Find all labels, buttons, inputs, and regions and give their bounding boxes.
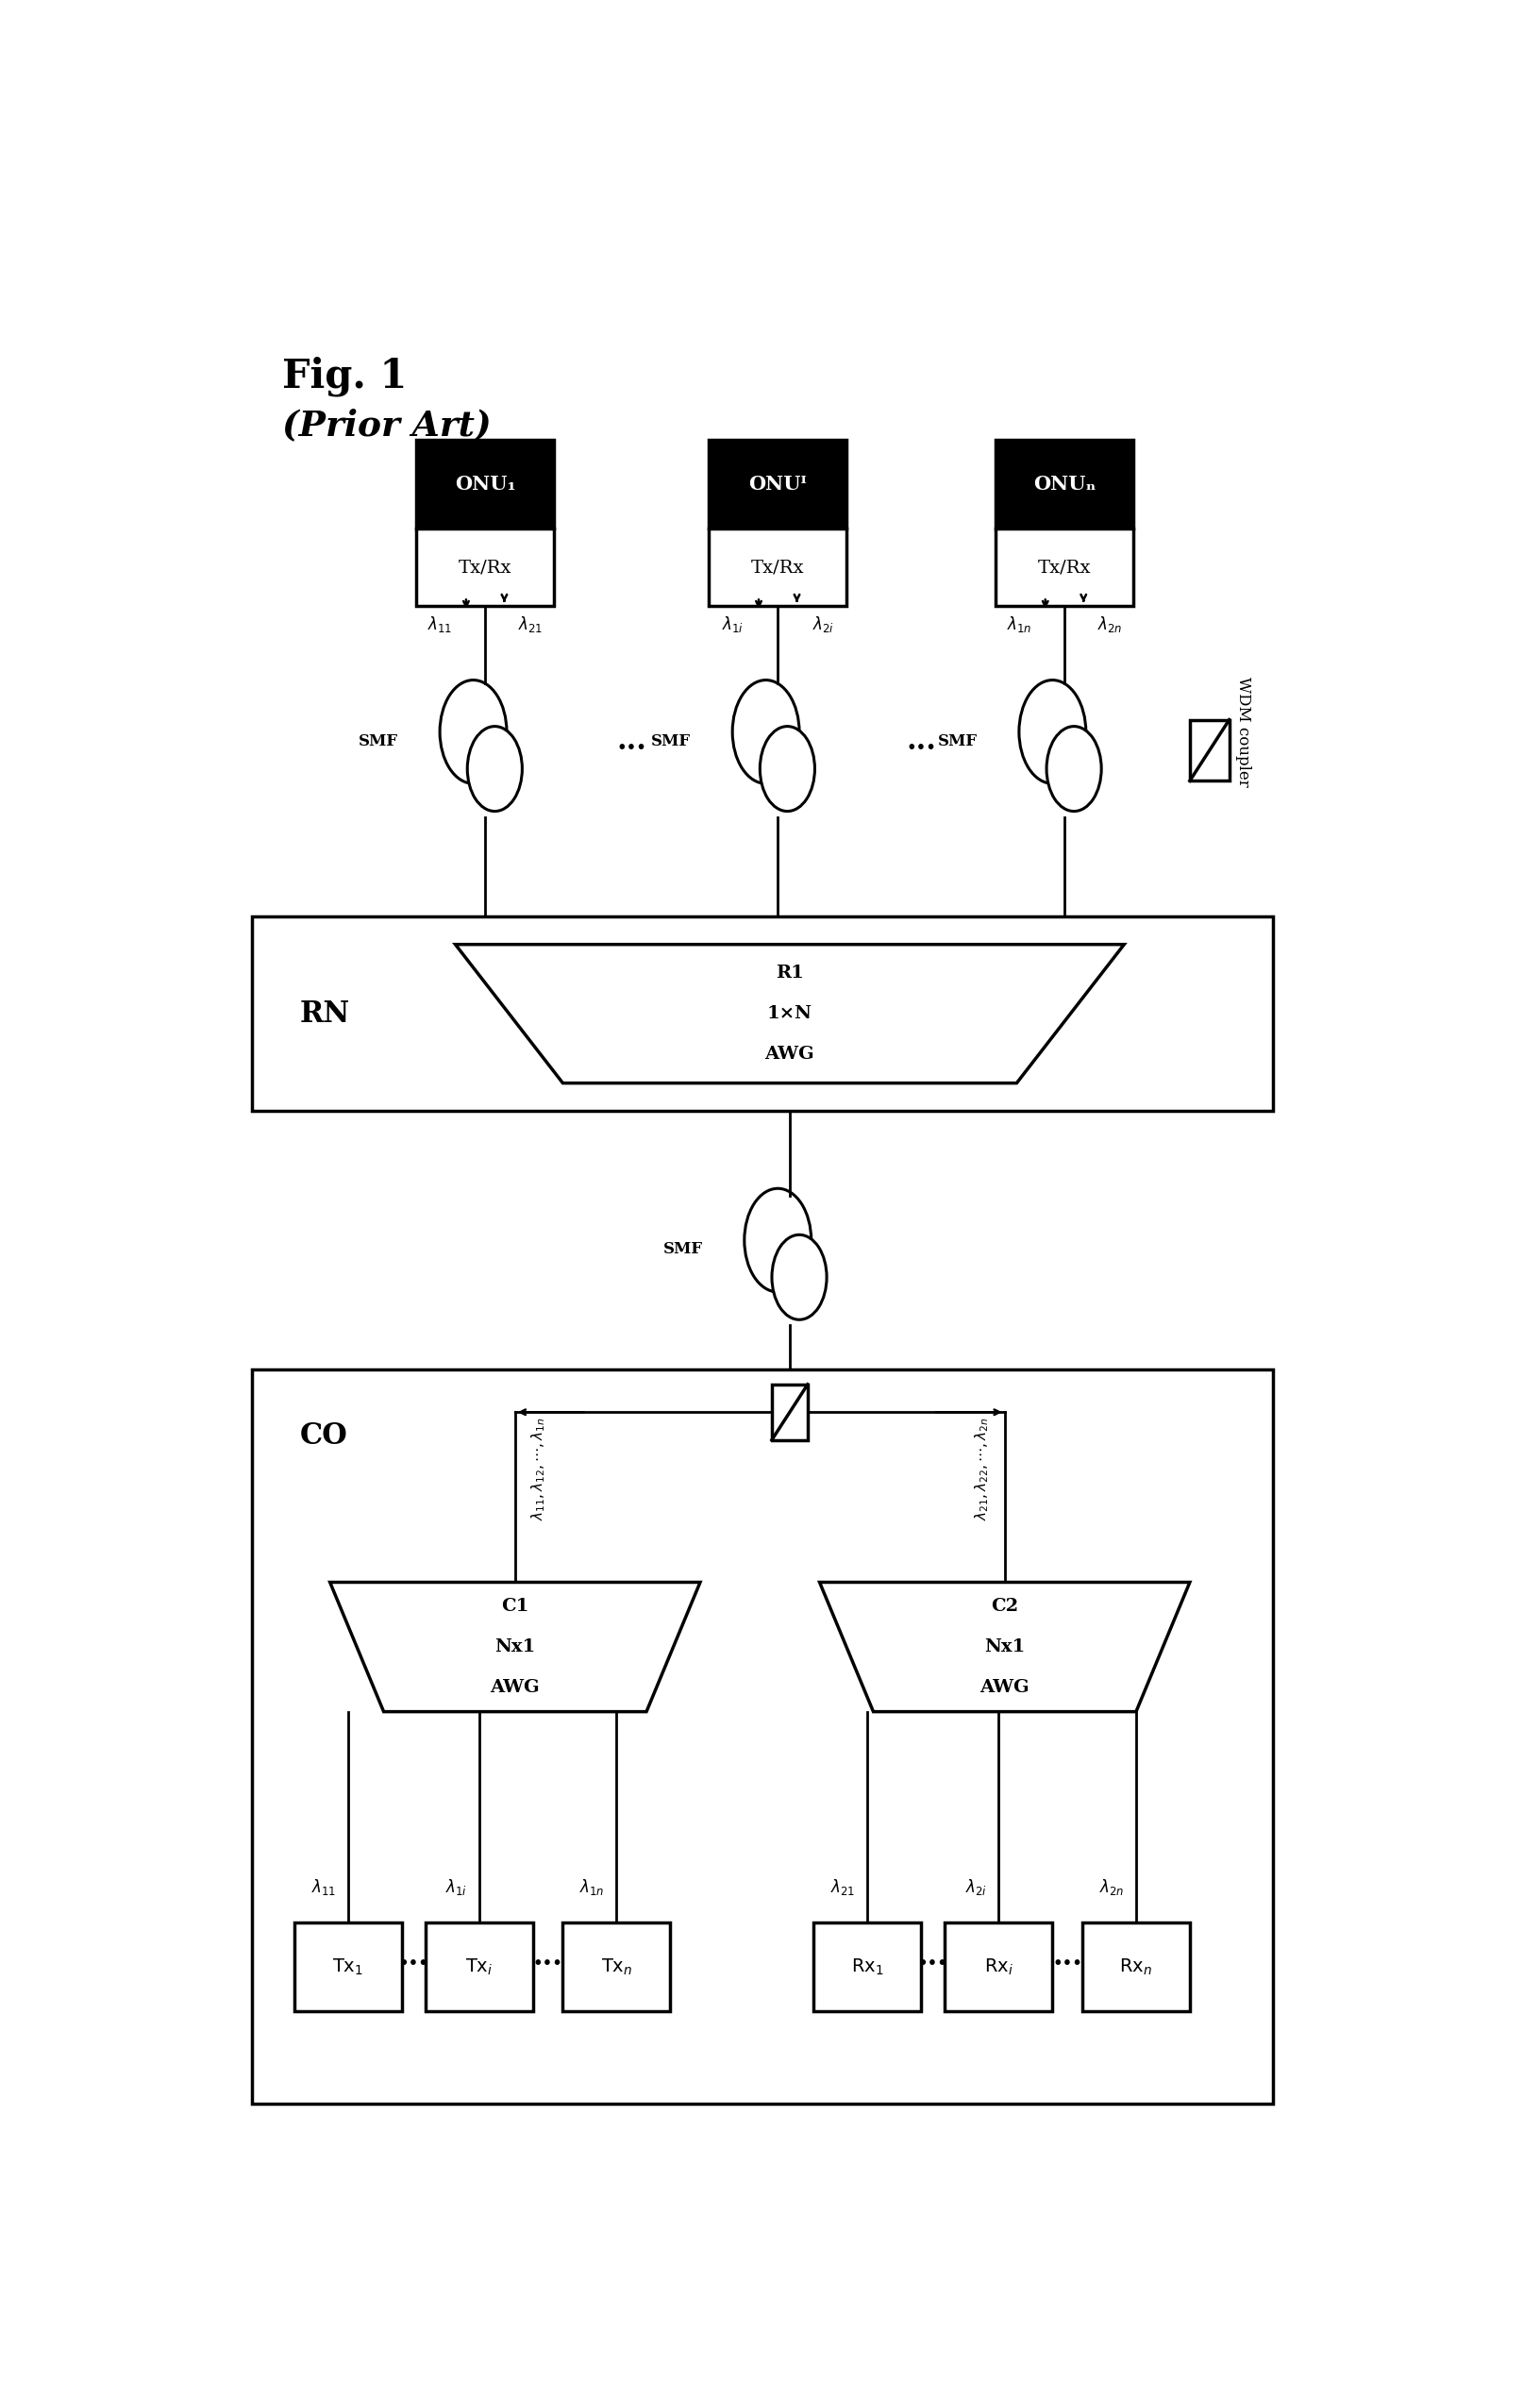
Text: C1: C1 <box>500 1597 528 1616</box>
Text: C2: C2 <box>990 1597 1018 1616</box>
Text: $\mathrm{Tx}_1$: $\mathrm{Tx}_1$ <box>333 1957 363 1976</box>
Text: (Prior Art): (Prior Art) <box>282 408 491 444</box>
Bar <box>416 528 553 605</box>
Text: $\lambda_{1i}$: $\lambda_{1i}$ <box>721 615 742 634</box>
Bar <box>294 1923 402 2012</box>
Text: RN: RN <box>300 999 350 1028</box>
Text: $\mathrm{Rx}_i$: $\mathrm{Rx}_i$ <box>984 1957 1013 1976</box>
Text: $\lambda_{11},\lambda_{12},\cdots,\lambda_{1n}$: $\lambda_{11},\lambda_{12},\cdots,\lambd… <box>530 1417 547 1520</box>
Text: SMF: SMF <box>359 732 397 749</box>
Bar <box>416 439 553 528</box>
Text: Tx/Rx: Tx/Rx <box>750 559 804 576</box>
Bar <box>995 528 1132 605</box>
Bar <box>708 439 845 528</box>
Circle shape <box>1046 728 1101 812</box>
Text: ...: ... <box>918 1942 947 1971</box>
Bar <box>813 1923 921 2012</box>
Text: $\lambda_{2n}$: $\lambda_{2n}$ <box>1098 1878 1124 1897</box>
Text: AWG: AWG <box>490 1678 539 1695</box>
Text: $\lambda_{21}$: $\lambda_{21}$ <box>517 615 542 634</box>
Polygon shape <box>456 944 1124 1083</box>
Text: ...: ... <box>533 1942 562 1971</box>
Text: ...: ... <box>399 1942 428 1971</box>
Text: ...: ... <box>1052 1942 1081 1971</box>
Circle shape <box>759 728 815 812</box>
Text: ONUᴵ: ONUᴵ <box>748 475 807 495</box>
Text: $\mathrm{Tx}_n$: $\mathrm{Tx}_n$ <box>601 1957 631 1976</box>
Text: $\lambda_{11}$: $\lambda_{11}$ <box>311 1878 336 1897</box>
Text: $\lambda_{1i}$: $\lambda_{1i}$ <box>445 1878 467 1897</box>
Bar <box>1081 1923 1189 2012</box>
Text: SMF: SMF <box>650 732 690 749</box>
Text: Nx1: Nx1 <box>984 1637 1024 1654</box>
Circle shape <box>744 1188 810 1292</box>
Bar <box>425 1923 533 2012</box>
Text: CO: CO <box>300 1421 348 1450</box>
Text: $\lambda_{2i}$: $\lambda_{2i}$ <box>812 615 833 634</box>
Text: Tx/Rx: Tx/Rx <box>459 559 511 576</box>
Text: $\mathrm{Tx}_i$: $\mathrm{Tx}_i$ <box>465 1957 493 1976</box>
Bar <box>253 1369 1272 2103</box>
Text: $\mathrm{Rx}_1$: $\mathrm{Rx}_1$ <box>850 1957 882 1976</box>
Text: ONUₙ: ONUₙ <box>1032 475 1095 495</box>
Bar <box>995 439 1132 528</box>
Text: AWG: AWG <box>979 1678 1029 1695</box>
Bar <box>772 1385 807 1441</box>
Bar <box>253 917 1272 1112</box>
Text: $\lambda_{11}$: $\lambda_{11}$ <box>427 615 451 634</box>
Text: ONU₁: ONU₁ <box>454 475 516 495</box>
Text: WDM coupler: WDM coupler <box>1235 677 1250 788</box>
Text: ...: ... <box>616 728 647 756</box>
Circle shape <box>1018 679 1086 783</box>
Text: $\lambda_{21},\lambda_{22},\cdots,\lambda_{2n}$: $\lambda_{21},\lambda_{22},\cdots,\lambd… <box>972 1417 990 1520</box>
Text: Tx/Rx: Tx/Rx <box>1036 559 1090 576</box>
Text: $\lambda_{2i}$: $\lambda_{2i}$ <box>964 1878 986 1897</box>
Bar <box>944 1923 1052 2012</box>
Text: AWG: AWG <box>764 1047 815 1064</box>
Text: Nx1: Nx1 <box>494 1637 534 1654</box>
Text: 1×N: 1×N <box>767 1006 812 1023</box>
Text: $\lambda_{1n}$: $\lambda_{1n}$ <box>579 1878 604 1897</box>
Polygon shape <box>330 1582 699 1712</box>
Text: $\mathrm{Rx}_n$: $\mathrm{Rx}_n$ <box>1120 1957 1152 1976</box>
Text: SMF: SMF <box>662 1241 702 1258</box>
Text: $\lambda_{1n}$: $\lambda_{1n}$ <box>1006 615 1030 634</box>
Bar <box>562 1923 670 2012</box>
Circle shape <box>467 728 522 812</box>
Text: R1: R1 <box>775 965 804 982</box>
Text: $\lambda_{21}$: $\lambda_{21}$ <box>830 1878 855 1897</box>
Circle shape <box>731 679 799 783</box>
Text: Fig. 1: Fig. 1 <box>282 355 407 396</box>
Text: SMF: SMF <box>936 732 976 749</box>
Text: $\lambda_{2n}$: $\lambda_{2n}$ <box>1096 615 1121 634</box>
Circle shape <box>439 679 507 783</box>
Bar <box>708 528 845 605</box>
Circle shape <box>772 1234 825 1321</box>
Text: ...: ... <box>906 728 936 756</box>
Bar <box>1189 720 1229 780</box>
Polygon shape <box>819 1582 1189 1712</box>
